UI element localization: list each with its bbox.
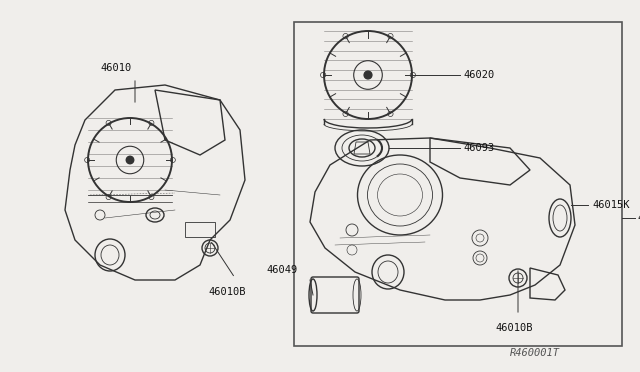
Text: 46015K: 46015K <box>592 200 630 210</box>
Bar <box>185 222 215 237</box>
Circle shape <box>364 71 372 79</box>
Text: 46010: 46010 <box>100 63 131 73</box>
Text: 46010B: 46010B <box>208 287 246 297</box>
Text: 46010: 46010 <box>637 213 640 223</box>
Text: 46093: 46093 <box>463 143 494 153</box>
Circle shape <box>126 156 134 164</box>
Text: 46010B: 46010B <box>495 323 532 333</box>
Text: 46049: 46049 <box>267 265 298 275</box>
Bar <box>294 22 622 346</box>
Text: R460001T: R460001T <box>510 348 560 358</box>
Text: 46020: 46020 <box>463 70 494 80</box>
